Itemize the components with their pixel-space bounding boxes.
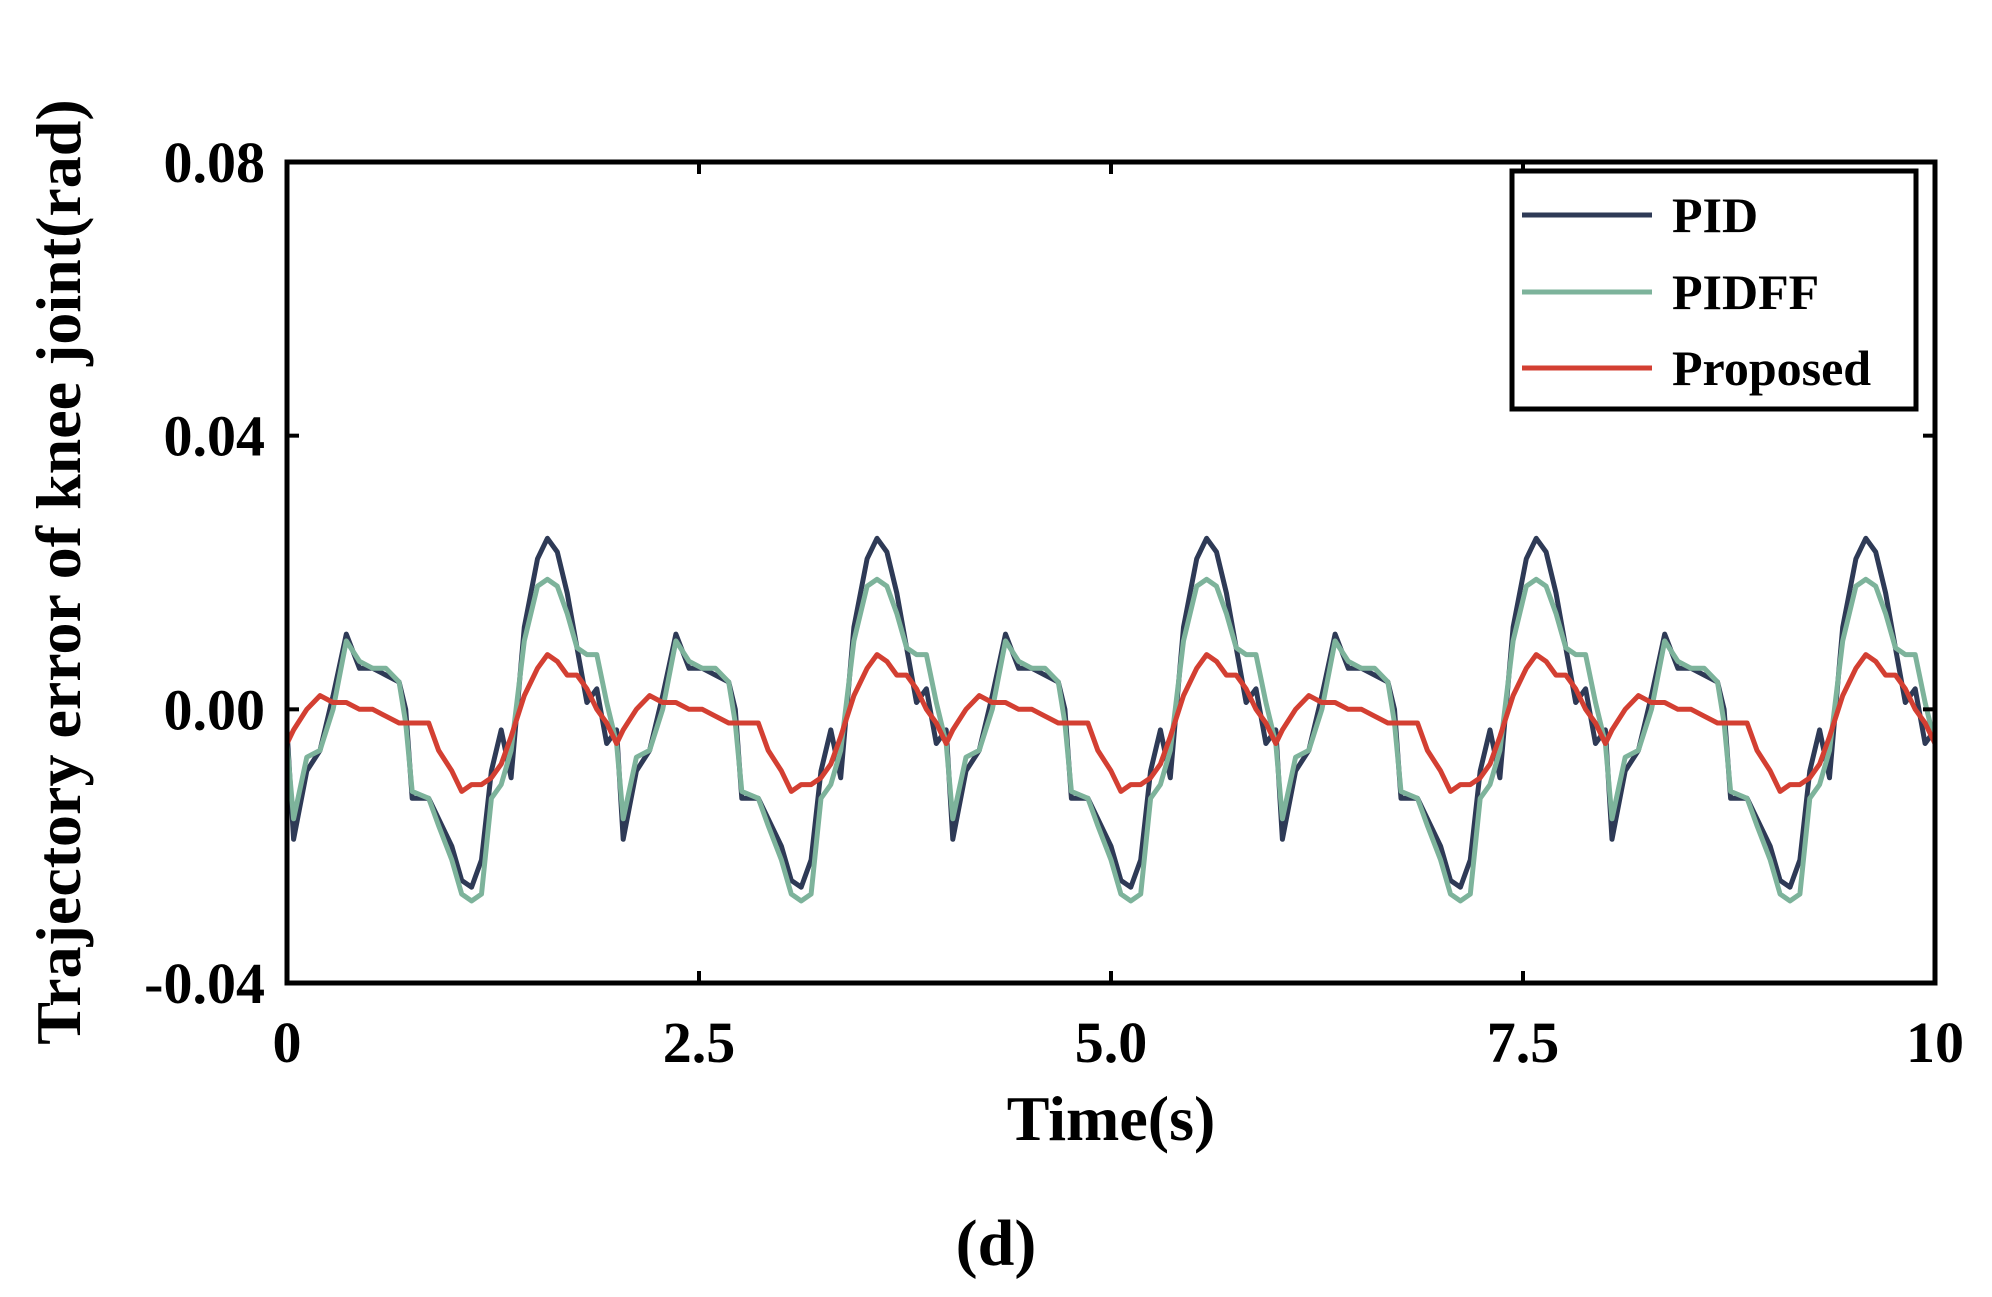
y-tick-label: 0.04 [164, 404, 266, 469]
legend-label-proposed: Proposed [1672, 340, 1871, 396]
x-axis-title: Time(s) [1007, 1083, 1216, 1154]
x-tick-label: 0 [273, 1010, 302, 1075]
series-layer [287, 535, 1935, 904]
legend: PID PIDFF Proposed [1509, 168, 1919, 412]
x-tick-label: 5.0 [1075, 1010, 1148, 1075]
legend-label-pid: PID [1672, 187, 1758, 243]
x-tick-label: 10 [1906, 1010, 1964, 1075]
y-tick-label: 0.00 [164, 677, 266, 742]
x-tick-label: 7.5 [1487, 1010, 1560, 1075]
y-axis-title: Trajectory error of knee joint(rad) [23, 99, 94, 1044]
x-tick-label: 2.5 [663, 1010, 736, 1075]
legend-label-pidff: PIDFF [1672, 264, 1819, 320]
line-proposed [287, 652, 1935, 794]
y-tick-label: 0.08 [164, 130, 266, 195]
line-pid [287, 535, 1935, 890]
figure-caption: (d) [956, 1207, 1037, 1280]
line-pidff [287, 576, 1935, 904]
y-tick-label: -0.04 [144, 951, 265, 1016]
